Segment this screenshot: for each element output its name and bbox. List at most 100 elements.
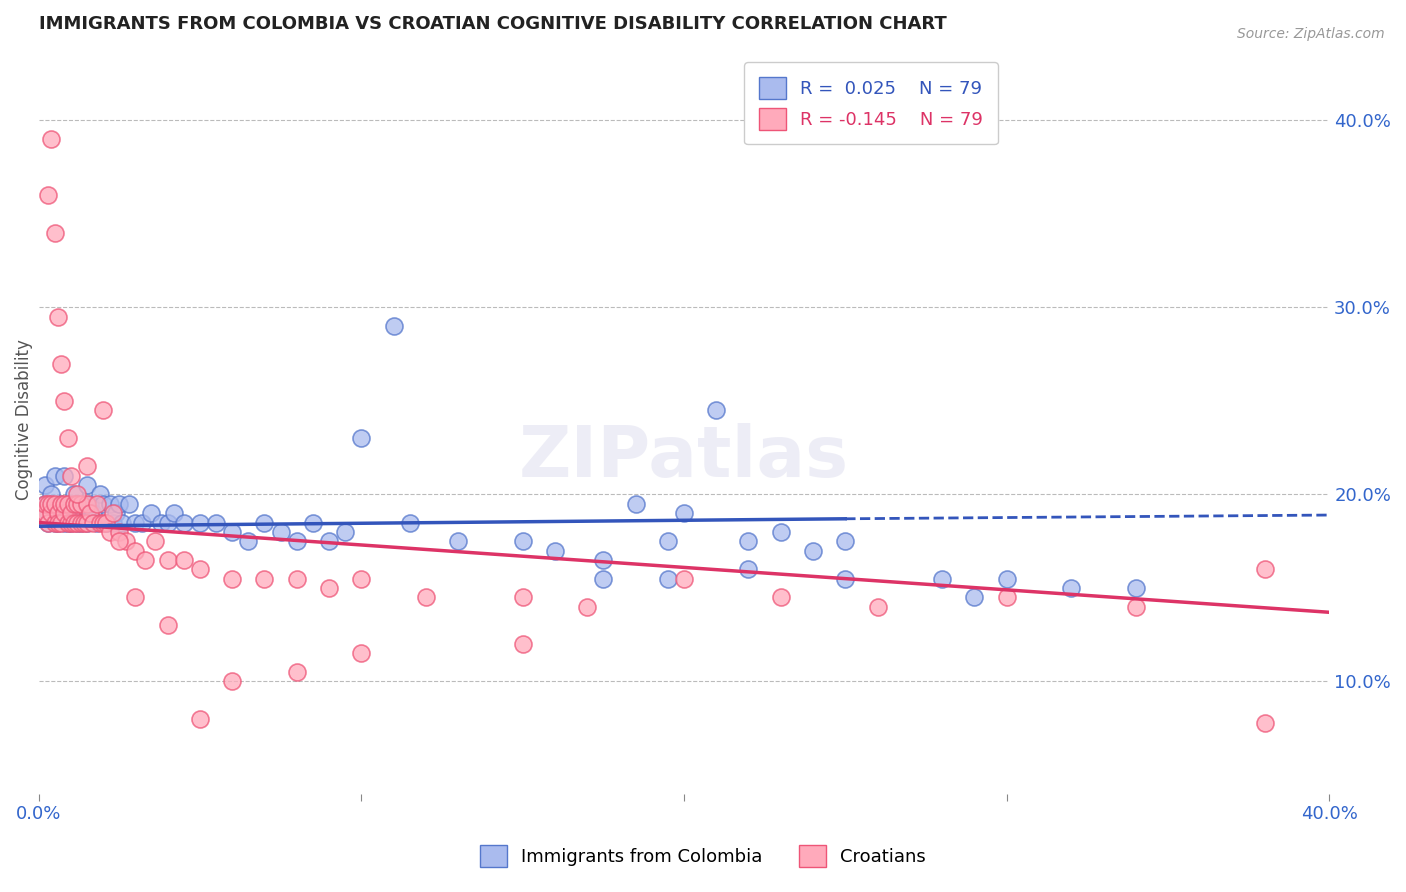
Point [188,562,211,576]
Point [69,516,91,530]
Point [46,310,69,324]
Point [124,516,146,530]
Point [37,516,59,530]
Point [447,534,470,549]
Point [150,516,173,530]
Point [672,506,695,520]
Point [59,516,82,530]
Point [657,534,679,549]
Point [63,516,86,530]
Point [49,516,72,530]
Point [41,506,63,520]
Point [333,524,356,539]
Point [63,487,86,501]
Point [66,497,89,511]
Point [931,572,953,586]
Point [86,516,108,530]
Point [114,534,136,549]
Legend: Immigrants from Colombia, Croatians: Immigrants from Colombia, Croatians [472,838,934,874]
Point [98,497,121,511]
Point [31,506,53,520]
Point [866,599,889,614]
Point [37,506,59,520]
Point [592,572,614,586]
Point [737,534,759,549]
Point [141,506,163,520]
Point [544,543,567,558]
Point [657,572,679,586]
Point [66,516,89,530]
Point [108,524,131,539]
Point [592,553,614,567]
Point [82,516,104,530]
Point [69,497,91,511]
Point [76,497,98,511]
Point [270,524,292,539]
Point [56,516,79,530]
Point [253,572,276,586]
Point [131,516,153,530]
Point [512,591,534,605]
Point [86,497,108,511]
Point [59,468,82,483]
Point [318,581,340,595]
Point [1254,715,1277,730]
Point [221,524,243,539]
Point [59,516,82,530]
Point [285,572,308,586]
Point [134,553,156,567]
Point [49,506,72,520]
Point [105,506,128,520]
Point [91,516,114,530]
Point [56,516,79,530]
Point [44,226,66,240]
Point [398,516,420,530]
Point [46,506,69,520]
Point [73,497,96,511]
Point [111,516,134,530]
Point [963,591,986,605]
Point [221,572,243,586]
Point [163,506,186,520]
Point [1254,562,1277,576]
Point [156,516,179,530]
Point [108,497,131,511]
Point [41,132,63,146]
Point [350,647,373,661]
Point [53,506,76,520]
Point [49,357,72,371]
Point [769,524,792,539]
Point [46,506,69,520]
Point [834,534,856,549]
Point [41,497,63,511]
Point [737,562,759,576]
Legend: R =  0.025    N = 79, R = -0.145    N = 79: R = 0.025 N = 79, R = -0.145 N = 79 [744,62,998,145]
Point [82,506,104,520]
Point [89,487,111,501]
Point [253,516,276,530]
Text: IMMIGRANTS FROM COLOMBIA VS CROATIAN COGNITIVE DISABILITY CORRELATION CHART: IMMIGRANTS FROM COLOMBIA VS CROATIAN COG… [38,15,946,33]
Point [98,524,121,539]
Point [238,534,260,549]
Point [63,506,86,520]
Text: Source: ZipAtlas.com: Source: ZipAtlas.com [1237,27,1385,41]
Point [41,487,63,501]
Y-axis label: Cognitive Disability: Cognitive Disability [15,339,32,500]
Point [79,497,101,511]
Point [285,665,308,680]
Point [59,506,82,520]
Point [44,497,66,511]
Point [73,516,96,530]
Point [56,497,79,511]
Point [285,534,308,549]
Point [44,516,66,530]
Point [156,553,179,567]
Point [672,572,695,586]
Point [91,497,114,511]
Point [769,591,792,605]
Point [53,497,76,511]
Point [66,516,89,530]
Point [76,478,98,492]
Point [173,516,195,530]
Point [415,591,437,605]
